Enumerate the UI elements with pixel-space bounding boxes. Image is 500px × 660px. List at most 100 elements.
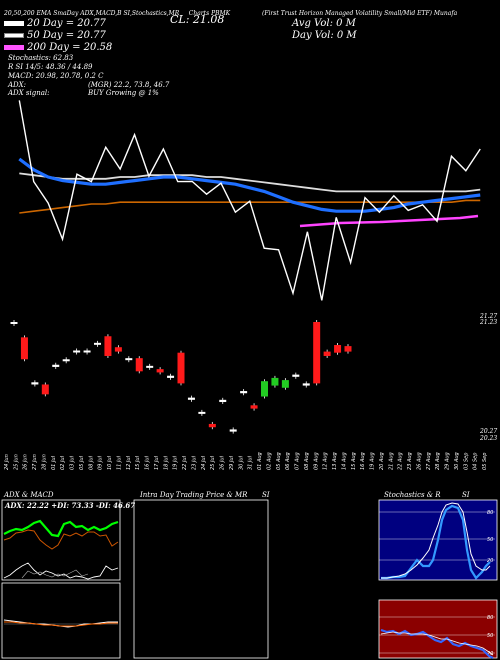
day-volume: Day Vol: 0 M — [292, 30, 357, 41]
candle-body — [292, 374, 300, 377]
date-tick-label: 31 Jul — [248, 455, 254, 470]
date-tick-label: 13 Aug — [332, 452, 338, 470]
candle-body — [334, 345, 342, 353]
candle-body — [156, 369, 164, 373]
date-tick-label: 04 Sep — [473, 453, 479, 470]
intraday-si: SI — [262, 491, 270, 499]
intraday-title: Intra Day Trading Price & MR — [140, 491, 248, 499]
adx-macd-title: ADX & MACD — [4, 491, 54, 499]
close-price-line — [18, 100, 481, 301]
rsi-readout: R SI 14/5: 48.36 / 44.89 — [8, 63, 93, 71]
legend-ema200: 200 Day = 20.58 — [4, 42, 112, 54]
price-chart: 24 Jun 25 Jun 26 Jun 27 Jun 28 Jun 01 Jul 02 J… — [4, 100, 488, 470]
chart-header-line: 20,50,200 EMA SmaDay ADX,MACD,B SI,Stoch… — [4, 10, 230, 18]
intraday-panel-frame — [133, 499, 269, 659]
candle-body — [41, 384, 49, 395]
date-tick-label: 09 Aug — [313, 452, 319, 470]
date-tick-label: 30 Jul — [238, 455, 244, 470]
price-axis-top: 21.27 — [480, 313, 498, 320]
date-tick-label: 26 Aug — [416, 452, 422, 470]
candle-body — [302, 383, 310, 386]
candle-body — [208, 423, 216, 428]
macd-line — [3, 619, 118, 628]
date-tick-label: 07 Aug — [295, 452, 301, 470]
candle-body — [94, 342, 101, 345]
date-tick-label: 14 Aug — [341, 452, 347, 470]
date-tick-label: 20 Aug — [379, 452, 385, 470]
candle-body — [146, 365, 154, 368]
date-tick-label: 10 Jul — [107, 455, 113, 470]
date-tick-label: 03 Jul — [70, 455, 76, 470]
date-tick-label: 26 Jul — [220, 455, 226, 470]
avg-volume: Avg Vol: 0 M — [292, 18, 356, 29]
ema50-line — [19, 172, 481, 193]
macd-panel-frame — [1, 582, 121, 659]
candle-body — [271, 377, 279, 386]
date-tick-label: 30 Aug — [454, 452, 460, 470]
stoch-title: Stochastics & R — [384, 491, 441, 499]
candle-body — [240, 391, 248, 394]
adx-values: (MGR) 22.2, 73.8, 46.7 — [88, 81, 170, 89]
date-tick-label: 22 Aug — [398, 452, 404, 470]
date-tick-label: 08 Jul — [88, 455, 94, 470]
candle-body — [323, 351, 331, 356]
date-tick-label: 05 Aug — [276, 452, 282, 470]
rsi-tick-50: 50 — [487, 633, 493, 639]
adx-label: ADX: — [8, 81, 27, 89]
candle-body — [344, 346, 352, 352]
date-tick-label: 01 Jul — [51, 455, 57, 470]
adx-panel-frame — [1, 499, 121, 581]
stoch-si: SI — [462, 491, 470, 499]
date-tick-label: 02 Aug — [266, 452, 272, 470]
date-tick-label: 19 Jul — [173, 455, 179, 470]
date-tick-label: 26 Jun — [23, 454, 29, 470]
candle-body — [250, 405, 258, 409]
candle-body — [219, 399, 227, 403]
date-tick-label: 05 Sep — [482, 453, 488, 470]
date-tick-label: 23 Aug — [407, 452, 413, 470]
date-tick-label: 18 Jul — [163, 455, 169, 470]
legend-swatch-20 — [4, 21, 24, 26]
stoch-d-line — [381, 502, 491, 579]
price-axis-bottom: 20.27 — [480, 428, 498, 435]
date-tick-label: 19 Aug — [370, 452, 376, 470]
date-tick-label: 06 Aug — [285, 452, 291, 470]
date-tick-label: 02 Jul — [60, 455, 66, 470]
stochastics-readout: Stochastics: 62.83 — [8, 54, 74, 62]
date-tick-label: 12 Jul — [126, 455, 132, 470]
legend-sma20: 20 Day = 20.77 — [4, 18, 106, 30]
stoch-k-line — [381, 504, 491, 580]
candle-body — [83, 350, 91, 353]
date-tick-label: 08 Aug — [304, 452, 310, 470]
candle-body — [125, 358, 133, 361]
header-indicators: 20,50,200 EMA SmaDay ADX,MACD,B SI,Stoch… — [4, 10, 180, 17]
candle-body — [177, 352, 185, 384]
date-tick-label: 23 Jul — [191, 455, 197, 470]
header-symbol: Charts PBMK — [188, 10, 231, 17]
date-tick-label: 28 Jun — [41, 454, 47, 470]
candle-body — [198, 411, 206, 414]
candle-body — [229, 429, 237, 432]
date-tick-label: 21 Aug — [388, 452, 394, 470]
candle-body — [135, 358, 143, 372]
date-tick-label: 16 Aug — [360, 452, 366, 470]
date-tick-label: 29 Jul — [229, 455, 235, 470]
stoch-tick-50: 50 — [487, 537, 493, 543]
candle-body — [20, 337, 28, 360]
candle-body — [52, 364, 60, 367]
price-axis-top2: 21.23 — [480, 319, 498, 326]
candle-body — [281, 380, 289, 388]
date-tick-label: 28 Aug — [435, 452, 441, 470]
macd-readout: MACD: 20.98, 20.78, 0.2 C — [8, 72, 104, 80]
candle-body — [187, 397, 195, 400]
date-tick-label: 15 Aug — [351, 452, 357, 470]
date-tick-label: 29 Aug — [445, 452, 451, 470]
ema200-pink-line — [299, 214, 479, 228]
date-tick-label: 05 Jul — [79, 455, 85, 470]
adx-secondary-line — [21, 569, 89, 579]
candle-body — [31, 382, 39, 385]
adx-signal: BUY Growing @ 1% — [88, 89, 159, 97]
macd-signal-line — [4, 621, 118, 627]
candle-body — [104, 336, 112, 356]
price-axis-bottom2: 20.23 — [480, 435, 498, 442]
